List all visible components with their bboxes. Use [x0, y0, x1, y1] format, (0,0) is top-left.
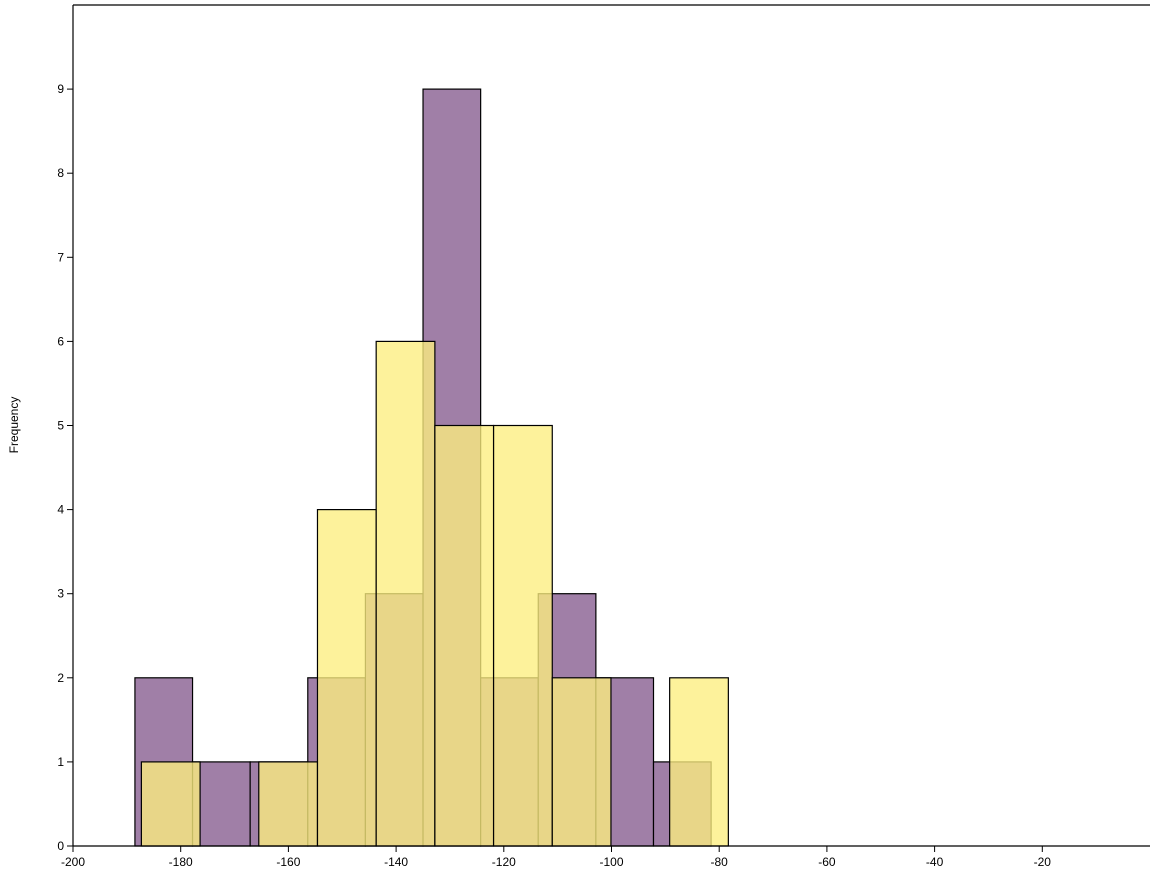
x-tick-label: -60 [818, 855, 836, 869]
y-tick-label: 4 [57, 503, 64, 517]
histogram-bar-series-2-bin-6 [434, 424, 495, 847]
histogram-bar-series-2-bin-4 [316, 509, 377, 847]
x-tick-label: -40 [926, 855, 944, 869]
histogram-bar-series-2-bin-7 [492, 424, 553, 847]
histogram-bar-series-1-bin-2 [191, 761, 251, 847]
x-tick-label: -160 [276, 855, 300, 869]
histogram-bar-series-2-bin-8 [551, 677, 612, 847]
y-tick-label: 0 [57, 839, 64, 853]
x-tick-label: -200 [61, 855, 85, 869]
histogram-bar-series-2-bin-5 [375, 340, 436, 847]
x-tick-label: -180 [169, 855, 193, 869]
histogram-bar-series-2-bin-3 [258, 761, 319, 847]
x-tick-label: -100 [599, 855, 623, 869]
y-tick-label: 8 [57, 166, 64, 180]
y-tick-label: 5 [57, 419, 64, 433]
bars-layer [134, 88, 729, 847]
y-tick-label: 7 [57, 250, 64, 264]
axes-layer: 0 1 2 3 4 5 6 7 8 9 -200 -180 -160 -140 -120 -100 -80 -60… [57, 4, 1150, 869]
y-tick-label: 2 [57, 671, 64, 685]
x-tick-label: -120 [492, 855, 516, 869]
x-tick-label: -20 [1034, 855, 1052, 869]
y-axis-title: Frequency [7, 397, 21, 454]
x-tick-label: -140 [384, 855, 408, 869]
y-tick-label: 1 [57, 755, 64, 769]
y-tick-label: 3 [57, 587, 64, 601]
x-tick-label: -80 [711, 855, 729, 869]
histogram-bar-series-2-bin-1 [140, 761, 201, 847]
y-tick-label: 9 [57, 82, 64, 96]
histogram-bar-series-2-bin-10 [669, 677, 729, 847]
y-tick-label: 6 [57, 334, 64, 348]
